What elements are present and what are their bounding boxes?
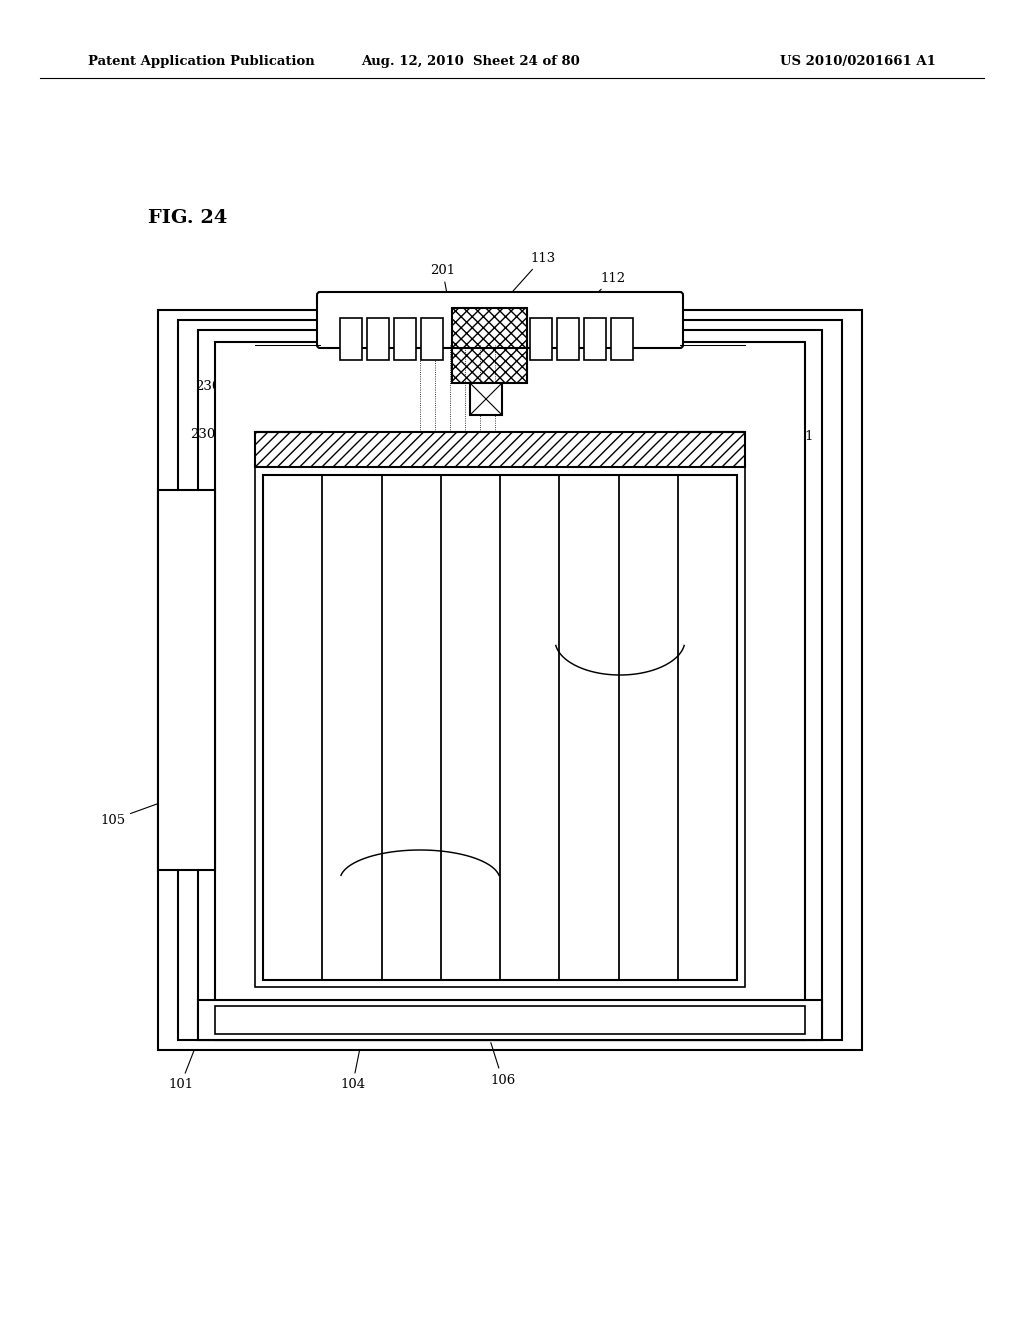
Text: 1501: 1501 — [748, 430, 813, 449]
Bar — [611, 318, 633, 360]
Text: 202: 202 — [751, 671, 805, 697]
Text: Aug. 12, 2010  Sheet 24 of 80: Aug. 12, 2010 Sheet 24 of 80 — [360, 55, 580, 69]
FancyBboxPatch shape — [317, 292, 683, 348]
Bar — [557, 318, 579, 360]
Bar — [394, 318, 416, 360]
Bar — [215, 342, 805, 1040]
Text: 2302: 2302 — [190, 429, 255, 441]
Text: 101: 101 — [168, 1051, 194, 1092]
Bar — [215, 1006, 805, 1034]
Text: US 2010/0201661 A1: US 2010/0201661 A1 — [780, 55, 936, 69]
Bar — [584, 318, 606, 360]
Text: 201: 201 — [430, 264, 455, 308]
Text: 105: 105 — [100, 801, 166, 826]
Bar — [319, 294, 680, 345]
Text: 208: 208 — [697, 583, 760, 597]
Bar — [452, 308, 527, 383]
Text: 104: 104 — [340, 1051, 366, 1092]
Bar — [421, 318, 443, 360]
Bar — [198, 1001, 822, 1040]
Bar — [367, 318, 389, 360]
Text: 113: 113 — [507, 252, 555, 298]
Bar — [530, 318, 552, 360]
Text: 106: 106 — [490, 1043, 515, 1086]
Text: 2301: 2301 — [195, 375, 283, 393]
Bar — [263, 475, 737, 979]
Bar — [255, 432, 745, 467]
Bar — [255, 467, 745, 987]
Text: FIG. 24: FIG. 24 — [148, 209, 227, 227]
Bar — [470, 383, 502, 414]
Bar — [178, 319, 842, 1040]
Bar — [158, 310, 862, 1049]
Text: Patent Application Publication: Patent Application Publication — [88, 55, 314, 69]
Bar — [340, 318, 362, 360]
Bar — [158, 490, 215, 870]
Text: 112: 112 — [572, 272, 625, 318]
Bar — [198, 330, 822, 1040]
